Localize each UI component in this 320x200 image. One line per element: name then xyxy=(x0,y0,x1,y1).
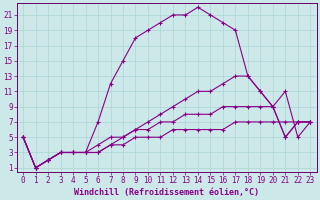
X-axis label: Windchill (Refroidissement éolien,°C): Windchill (Refroidissement éolien,°C) xyxy=(74,188,259,197)
